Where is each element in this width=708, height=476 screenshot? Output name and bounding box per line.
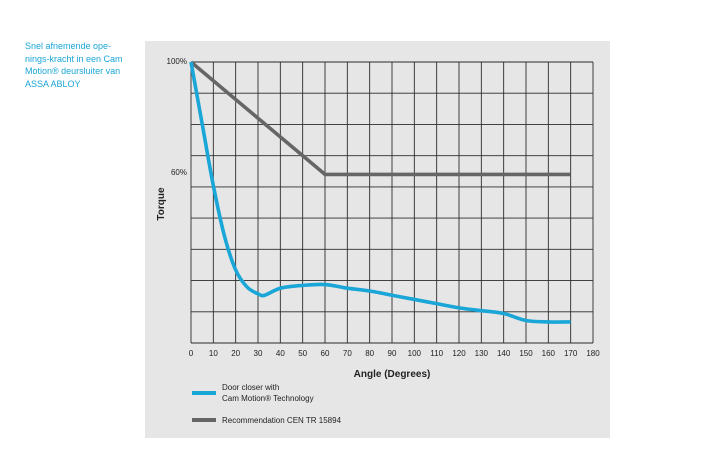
series-lines [189,60,571,324]
legend-label-cam-line1: Door closer with [222,383,279,392]
x-tick-label: 50 [298,349,307,358]
caption-line: Motion® deursluiter van [25,66,121,76]
y-axis-label: Torque [156,187,167,221]
caption-line: ASSA ABLOY [25,78,81,89]
series-line-cam-motion [189,61,571,324]
y-tick-label-60: 60% [171,168,187,177]
caption-line: nings-kracht in een Cam [25,53,123,64]
x-tick-label: 80 [365,349,374,358]
x-tick-label: 40 [276,349,285,358]
x-tick-label: 140 [497,349,511,358]
legend-label-recommendation: Recommendation CEN TR 15894 [222,416,342,425]
grid [190,61,594,344]
x-tick-label: 110 [430,349,443,358]
x-tick-label: 90 [388,349,397,358]
y-tick-label-100: 100% [167,57,187,66]
x-tick-label: 70 [343,349,352,358]
x-tick-label: 150 [519,349,533,358]
x-tick-label: 0 [189,349,194,358]
x-tick-label: 180 [586,349,600,358]
x-tick-label: 130 [475,349,489,358]
x-tick-label: 100 [408,349,422,358]
y-tick-labels: 100% 60% [167,57,187,177]
chart-panel [145,41,610,438]
x-axis-label: Angle (Degrees) [354,369,431,380]
x-tick-label: 160 [542,349,556,358]
x-tick-label: 120 [452,349,466,358]
x-tick-label: 30 [254,349,263,358]
x-tick-label: 60 [321,349,330,358]
legend-label-cam-line2: Cam Motion® Technology [222,394,314,403]
legend: Door closer with Cam Motion® Technology … [192,383,342,425]
x-tick-label: 10 [209,349,218,358]
chart-caption: Snel afnemende ope- nings-kracht in een … [25,40,137,90]
x-tick-label: 170 [564,349,578,358]
x-tick-label: 20 [231,349,240,358]
x-tick-labels: 0 10 20 30 40 50 60 70 80 90 100 110 120 130 140 150 160… [189,349,600,358]
series-line-recommendation [189,60,571,177]
caption-line: Snel afnemende ope- [25,41,112,51]
